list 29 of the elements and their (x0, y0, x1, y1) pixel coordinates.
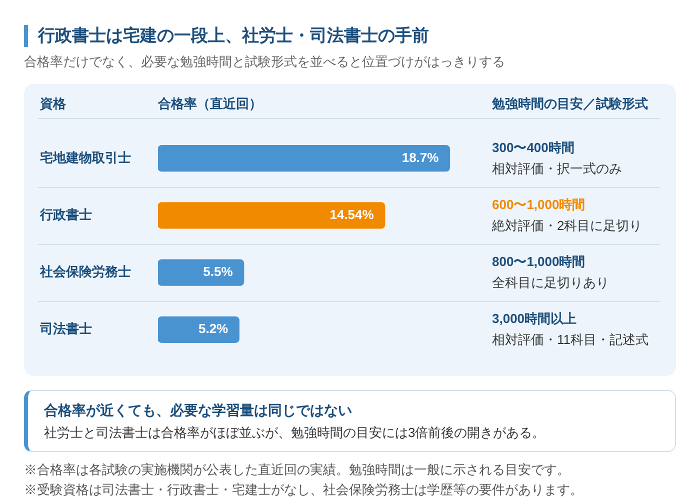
text: 相対評価・択一式のみ (492, 160, 622, 176)
bar (158, 259, 244, 286)
text: ※合格率は各試験の実施機関が公表した直近回の実績。勉強時間は一般に示される目安です。 (24, 461, 571, 479)
y-tick-label: 社会保険労務士 (39, 264, 131, 280)
data-label: 14.54% (330, 207, 374, 222)
data-label: 18.7% (402, 150, 440, 165)
x-axis-title: 合格率（直近回） (158, 95, 262, 113)
text: 勉強時間の目安／試験形式 (492, 95, 648, 113)
data-label: 5.5% (203, 264, 234, 280)
text: 合格率が近くても、必要な学習量は同じではない (44, 401, 352, 420)
text: 300〜400時間 (492, 140, 574, 155)
data-label: 5.2% (198, 321, 229, 336)
text: 全科目に足切りあり (492, 275, 609, 290)
bar (158, 145, 450, 172)
chart-title: 行政書士は宅建の一段上、社労士・司法書士の手前 (24, 25, 429, 47)
text: 社労士と司法書士は合格率がほぼ並ぶが、勉強時間の目安には3倍前後の開きがある。 (44, 424, 546, 442)
text: 絶対評価・2科目に足切り (491, 218, 642, 234)
text: 3,000時間以上 (492, 311, 577, 326)
chart-subtitle: 合格率だけでなく、必要な勉強時間と試験形式を並べると位置づけがはっきりする (24, 53, 505, 71)
text: 800〜1,000時間 (492, 254, 586, 270)
y-axis-title: 資格 (40, 95, 66, 113)
text: ※受験資格は司法書士・行政書士・宅建士がなし、社会保険労務士は学歴等の要件があります。 (24, 481, 583, 499)
text: 600〜1,000時間 (492, 197, 586, 212)
y-tick-label: 司法書士 (39, 321, 92, 336)
y-tick-label: 宅地建物取引士 (40, 150, 131, 165)
y-tick-label: 行政書士 (39, 207, 92, 222)
bar (158, 316, 240, 343)
text: 相対評価・11科目・記述式 (492, 332, 648, 348)
bar (158, 202, 386, 229)
